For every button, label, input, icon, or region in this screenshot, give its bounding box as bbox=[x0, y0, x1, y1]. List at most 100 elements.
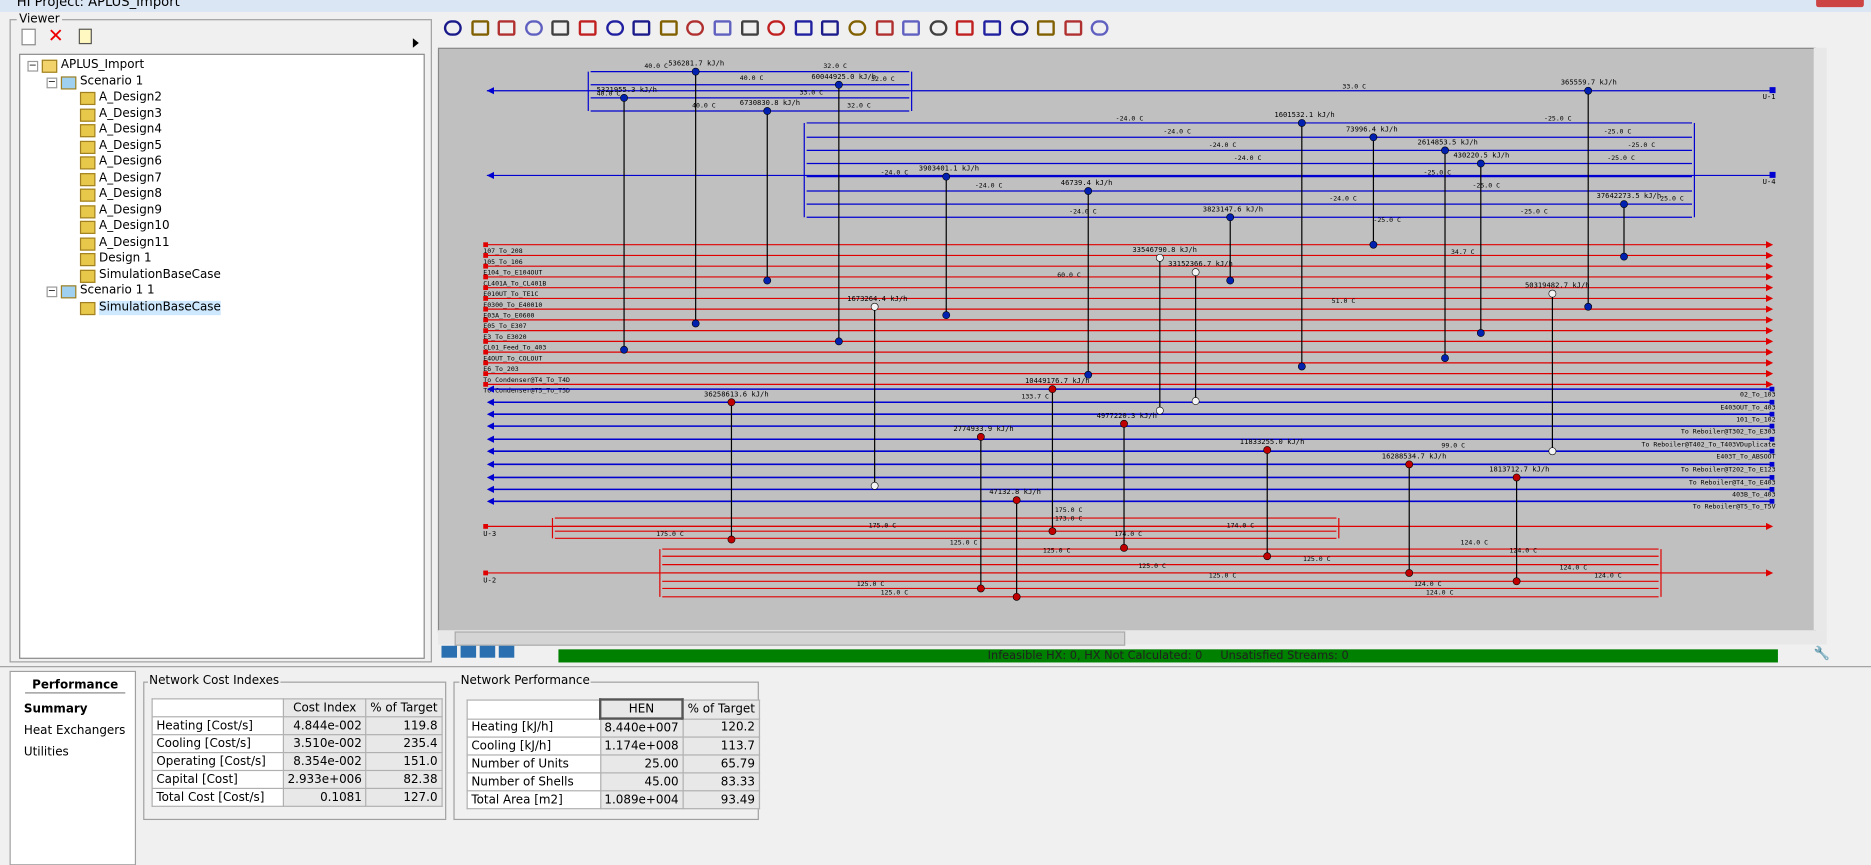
tool-button[interactable] bbox=[551, 20, 570, 36]
tree-item[interactable]: Scenario 1 bbox=[79, 74, 144, 88]
exchanger-node[interactable] bbox=[1048, 385, 1057, 394]
tool-button[interactable] bbox=[767, 20, 786, 36]
tree-item[interactable]: A_Design3 bbox=[99, 106, 162, 120]
exchanger-node[interactable] bbox=[870, 302, 879, 311]
exchanger-node[interactable] bbox=[1012, 592, 1021, 601]
exchanger-node[interactable] bbox=[1405, 460, 1414, 469]
tool-button[interactable] bbox=[470, 20, 489, 36]
tool-button[interactable] bbox=[713, 20, 732, 36]
tree-item[interactable]: SimulationBaseCase bbox=[99, 300, 221, 315]
exchanger-node[interactable] bbox=[1012, 496, 1021, 505]
exchanger-node[interactable] bbox=[691, 319, 700, 328]
tree-item[interactable]: SimulationBaseCase bbox=[99, 267, 221, 282]
exchanger-node[interactable] bbox=[1476, 329, 1485, 337]
tree-item[interactable]: A_Design7 bbox=[99, 171, 162, 185]
delete-button[interactable]: ✕ bbox=[47, 23, 64, 47]
tool-button[interactable] bbox=[1037, 20, 1056, 36]
tool-button[interactable] bbox=[632, 20, 651, 36]
exchanger-node[interactable] bbox=[1226, 276, 1235, 285]
exchanger-node[interactable] bbox=[620, 93, 628, 102]
h-scrollbar[interactable] bbox=[437, 630, 1827, 646]
exchanger-node[interactable] bbox=[1120, 544, 1128, 552]
tool-button[interactable] bbox=[686, 20, 705, 36]
tool-button[interactable] bbox=[902, 20, 921, 36]
exchanger-node[interactable] bbox=[1120, 419, 1128, 428]
exchanger-node[interactable] bbox=[1476, 159, 1485, 168]
new-button[interactable] bbox=[21, 28, 36, 46]
tool-button[interactable] bbox=[929, 20, 948, 36]
tree-item[interactable]: A_Design6 bbox=[99, 155, 162, 169]
exchanger-node[interactable] bbox=[834, 337, 843, 346]
exchanger-node[interactable] bbox=[1441, 354, 1449, 362]
tree-item[interactable]: A_Design8 bbox=[99, 187, 162, 201]
exchanger-node[interactable] bbox=[1405, 569, 1414, 577]
close-button[interactable] bbox=[1816, 0, 1864, 8]
tool-button[interactable] bbox=[983, 20, 1002, 36]
exchanger-node[interactable] bbox=[1263, 552, 1272, 561]
exchanger-node[interactable] bbox=[1191, 268, 1200, 277]
exchanger-node[interactable] bbox=[1584, 302, 1593, 311]
tool-button[interactable] bbox=[1010, 20, 1029, 36]
tree-item[interactable]: A_Design9 bbox=[99, 203, 162, 217]
exchanger-node[interactable] bbox=[1584, 86, 1593, 95]
tree-item[interactable]: APLUS_Import bbox=[60, 58, 145, 72]
tool-button[interactable] bbox=[524, 20, 543, 36]
exchanger-node[interactable] bbox=[691, 67, 700, 76]
copy-button[interactable] bbox=[78, 28, 92, 45]
tool-button[interactable] bbox=[794, 20, 813, 36]
exchanger-node[interactable] bbox=[763, 107, 772, 115]
exchanger-node[interactable] bbox=[1512, 577, 1521, 586]
exchanger-node[interactable] bbox=[834, 80, 843, 89]
exchanger-node[interactable] bbox=[976, 584, 985, 593]
tool-button[interactable] bbox=[740, 20, 759, 36]
tree-item[interactable]: Scenario 1 1 bbox=[79, 284, 155, 298]
tool-button[interactable] bbox=[821, 20, 840, 36]
tree-item[interactable]: A_Design5 bbox=[99, 139, 162, 153]
exchanger-node[interactable] bbox=[1226, 213, 1235, 222]
nav-item[interactable]: Heat Exchangers bbox=[23, 724, 126, 738]
zoom-all[interactable] bbox=[498, 645, 515, 658]
exchanger-node[interactable] bbox=[1084, 370, 1093, 379]
tool-button[interactable] bbox=[443, 20, 462, 36]
zoom-out[interactable] bbox=[460, 645, 477, 658]
exchanger-node[interactable] bbox=[1369, 133, 1378, 142]
exchanger-node[interactable] bbox=[1084, 187, 1093, 195]
exchanger-node[interactable] bbox=[942, 311, 951, 320]
exchanger-node[interactable] bbox=[942, 172, 951, 181]
v-scrollbar[interactable] bbox=[1813, 47, 1827, 631]
tool-button[interactable] bbox=[1091, 20, 1109, 36]
exchanger-node[interactable] bbox=[727, 535, 736, 544]
exchanger-node[interactable] bbox=[1369, 240, 1378, 249]
tool-button[interactable] bbox=[578, 20, 597, 36]
wrench-icon[interactable]: 🔧 bbox=[1813, 645, 1831, 662]
exchanger-node[interactable] bbox=[1620, 252, 1628, 261]
zoom-in[interactable] bbox=[441, 645, 458, 658]
exchanger-node[interactable] bbox=[1048, 527, 1057, 536]
expand-arrow[interactable] bbox=[412, 38, 419, 48]
exchanger-node[interactable] bbox=[1620, 200, 1628, 208]
exchanger-node[interactable] bbox=[870, 481, 879, 490]
exchanger-node[interactable] bbox=[620, 345, 628, 354]
tree-item[interactable]: A_Design11 bbox=[99, 235, 170, 249]
tool-button[interactable] bbox=[875, 20, 894, 36]
tool-button[interactable] bbox=[659, 20, 678, 36]
exchanger-node[interactable] bbox=[976, 432, 985, 441]
exchanger-node[interactable] bbox=[1191, 397, 1200, 405]
exchanger-node[interactable] bbox=[1548, 447, 1557, 456]
exchanger-node[interactable] bbox=[1155, 253, 1164, 262]
exchanger-node[interactable] bbox=[1548, 289, 1557, 298]
tree-item[interactable]: Design 1 bbox=[99, 251, 152, 265]
zoom-fit[interactable] bbox=[479, 645, 496, 658]
tree-item[interactable]: A_Design2 bbox=[99, 90, 162, 104]
nav-item[interactable]: Summary bbox=[23, 703, 88, 717]
tool-button[interactable] bbox=[605, 20, 624, 36]
nav-item[interactable]: Utilities bbox=[23, 746, 69, 760]
tool-button[interactable] bbox=[1064, 20, 1083, 36]
exchanger-node[interactable] bbox=[1155, 406, 1164, 415]
exchanger-node[interactable] bbox=[1512, 473, 1521, 482]
exchanger-node[interactable] bbox=[727, 398, 736, 407]
tool-button[interactable] bbox=[497, 20, 516, 36]
exchanger-node[interactable] bbox=[1263, 446, 1272, 454]
exchanger-node[interactable] bbox=[1297, 119, 1306, 127]
tree-item[interactable]: A_Design10 bbox=[99, 219, 170, 233]
